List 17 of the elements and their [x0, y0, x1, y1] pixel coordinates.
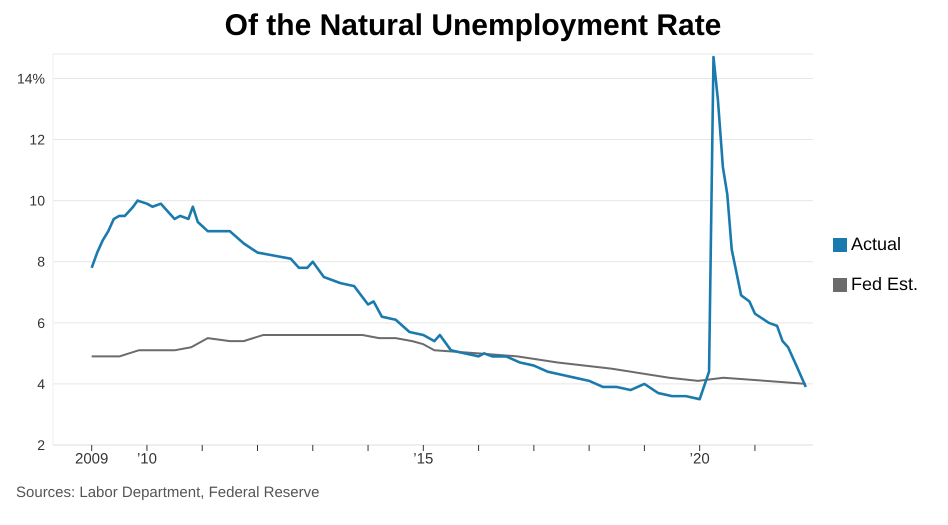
- x-tick-label: ’15: [413, 450, 434, 468]
- y-tick-label: 4: [37, 376, 46, 392]
- chart-title: Of the Natural Unemployment Rate: [224, 8, 722, 44]
- y-tick-label: 2: [37, 436, 46, 453]
- x-tick-label: ’10: [136, 450, 157, 468]
- y-tick-label: 12: [29, 132, 46, 148]
- y-tick-label: 6: [37, 314, 46, 331]
- y-tick-label: 10: [29, 192, 46, 209]
- x-tick-label: ’20: [690, 450, 710, 468]
- line-series: [90, 334, 807, 385]
- source-note: Sources: Labor Department, Federal Reserve: [16, 484, 320, 501]
- legend-label: Fed Est.: [850, 274, 918, 294]
- y-tick-label: 8: [37, 254, 46, 270]
- line-series: [90, 56, 808, 400]
- y-tick-label: 14%: [16, 70, 45, 86]
- x-tick-label: 2009: [75, 450, 108, 468]
- legend-label: Actual: [850, 234, 901, 254]
